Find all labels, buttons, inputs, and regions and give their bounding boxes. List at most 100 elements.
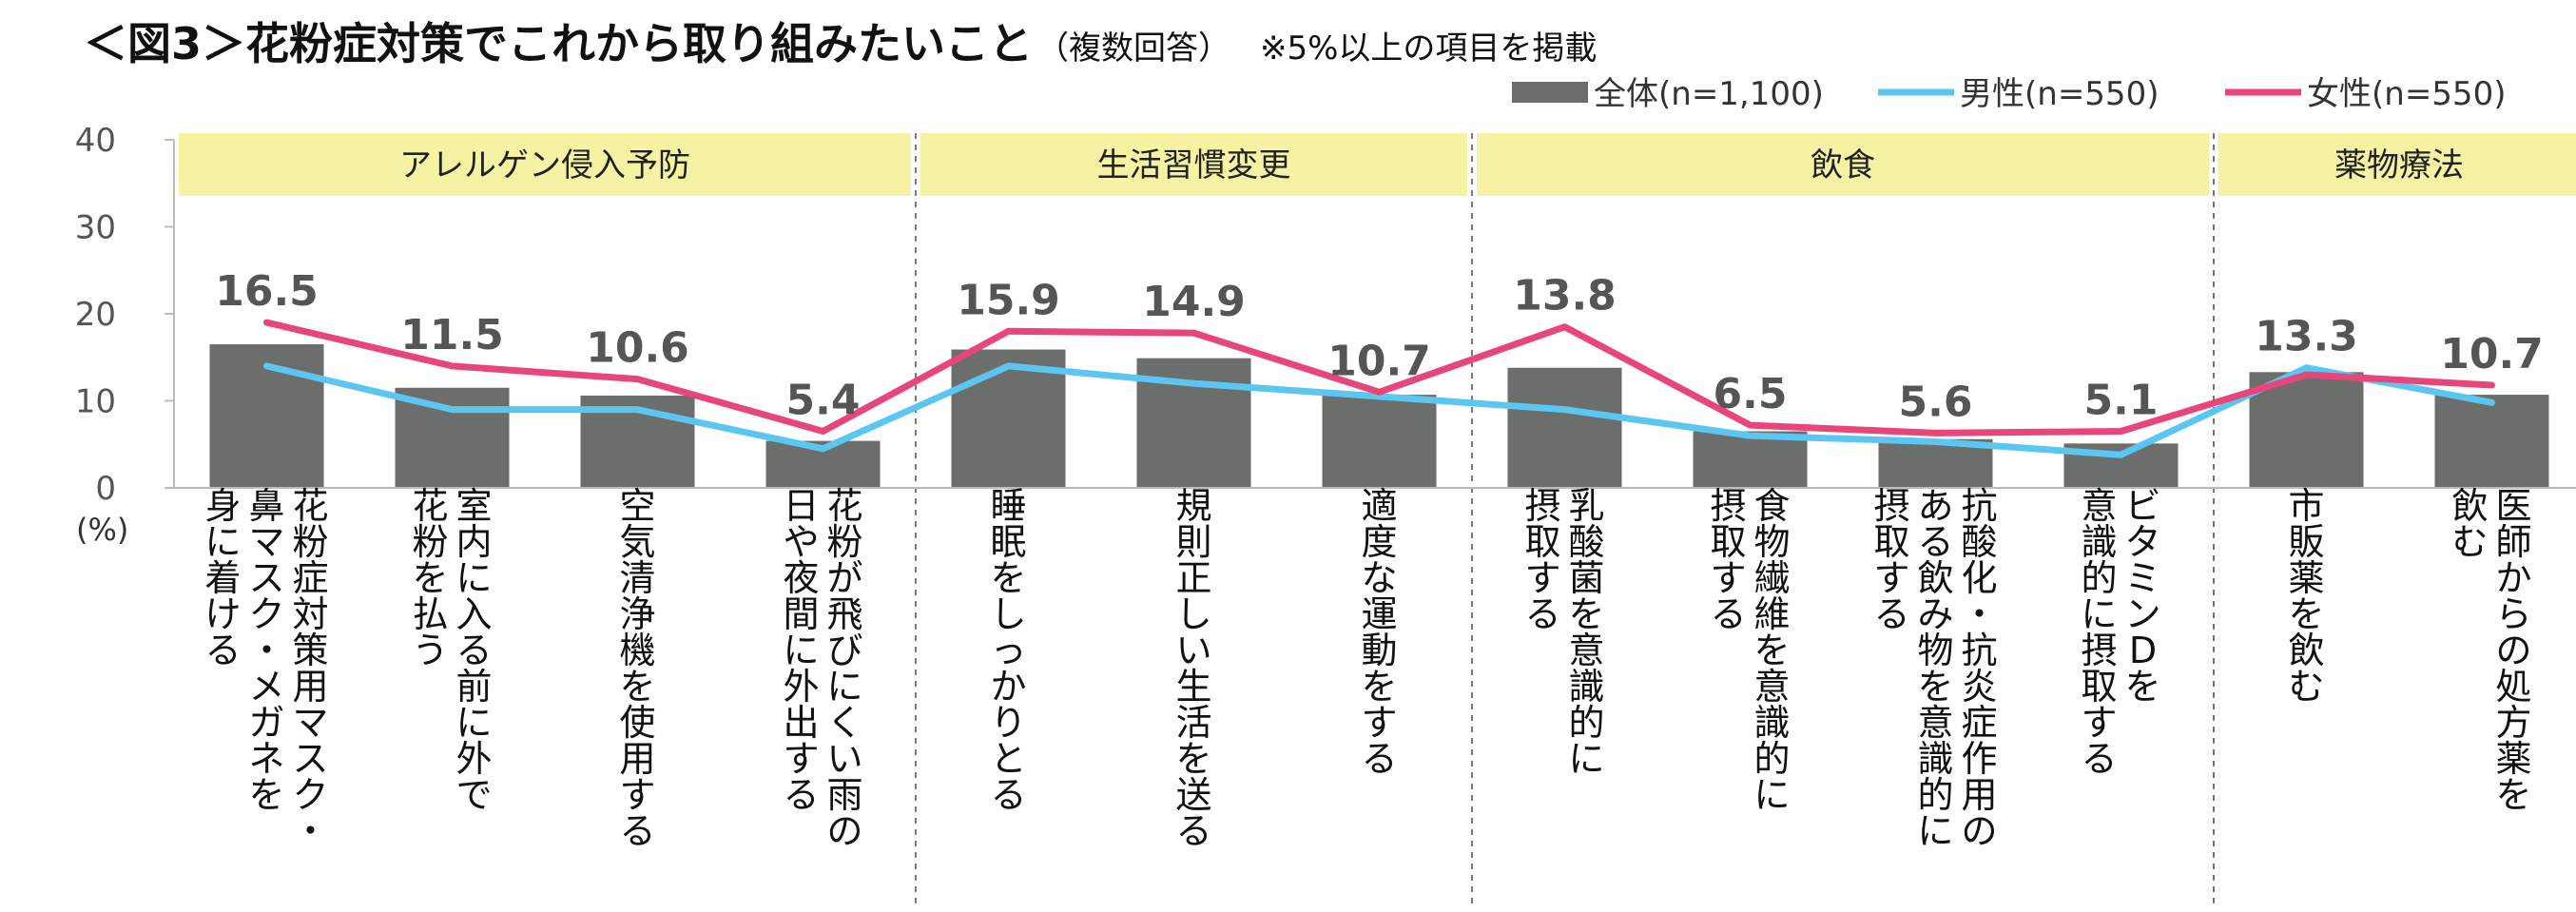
category-char: 適 xyxy=(1361,485,1397,527)
category-char: 則 xyxy=(1175,521,1211,563)
category-char: く xyxy=(826,702,862,744)
category-char: ガ xyxy=(248,702,284,744)
category-char: 維 xyxy=(1753,593,1790,635)
category-char: を xyxy=(1753,630,1790,671)
series-point xyxy=(2489,399,2495,406)
category-char: を xyxy=(1361,666,1397,708)
series-point xyxy=(1561,406,1568,413)
series-point xyxy=(1561,323,1568,330)
category-char: や xyxy=(783,521,819,563)
category-char: 身 xyxy=(204,485,241,527)
category-char: 市 xyxy=(2288,485,2324,527)
category-char: 抗 xyxy=(1961,485,1997,527)
category-char: 夜 xyxy=(783,557,819,599)
category-char: る xyxy=(204,630,241,671)
category-char: ス xyxy=(292,738,328,780)
category-char: 度 xyxy=(1361,521,1397,563)
category-label: 花粉を払う xyxy=(412,485,448,671)
category-char: 粉 xyxy=(292,521,328,563)
unit-label: (%) xyxy=(76,512,128,548)
category-char: あ xyxy=(1917,485,1953,527)
category-char: す xyxy=(1873,557,1909,599)
category-char: 意 xyxy=(1753,666,1790,708)
category-label: 身に着ける xyxy=(204,485,241,671)
category-char: 症 xyxy=(1961,702,1997,744)
category-char: 取 xyxy=(1710,521,1746,563)
category-char: い xyxy=(1175,630,1211,671)
category-char: 師 xyxy=(2495,521,2531,563)
category-char: メ xyxy=(248,666,284,708)
category-char: ミ xyxy=(2124,557,2160,599)
bar xyxy=(2434,395,2549,488)
bar xyxy=(1693,431,1808,488)
category-char: 抗 xyxy=(1961,630,1997,671)
category-char: 浄 xyxy=(619,593,655,635)
group-header-label: 生活習慣変更 xyxy=(1097,146,1291,184)
category-char: う xyxy=(412,630,448,671)
category-char: ク xyxy=(248,593,284,635)
category-char: を xyxy=(619,666,655,708)
category-char: 識 xyxy=(1568,666,1604,708)
category-char: 使 xyxy=(619,702,655,744)
category-char: を xyxy=(1175,738,1211,780)
category-char: 意 xyxy=(2081,485,2117,527)
category-char: 払 xyxy=(412,593,448,635)
category-label: 摂取する xyxy=(1873,485,1909,635)
category-char: 粉 xyxy=(412,521,448,563)
category-char: に xyxy=(783,630,819,671)
category-char: 炎 xyxy=(1961,666,1997,708)
category-char: 機 xyxy=(619,630,655,671)
category-char: を xyxy=(1568,593,1604,635)
category-char: 的 xyxy=(1568,702,1604,744)
category-char: 意 xyxy=(1568,630,1604,671)
category-char: に xyxy=(826,666,862,708)
category-char: か xyxy=(990,666,1026,708)
chart-title-paren: （複数回答） xyxy=(1036,29,1230,68)
category-char: 雨 xyxy=(826,774,862,816)
bar xyxy=(395,387,510,488)
category-char: 日 xyxy=(783,485,819,527)
category-char: を xyxy=(2288,593,2324,635)
category-char: 正 xyxy=(1175,557,1211,599)
category-char: 運 xyxy=(1361,593,1397,635)
category-char: 取 xyxy=(1873,521,1909,563)
category-char: す xyxy=(619,774,655,816)
category-label: 鼻マスク・メガネを xyxy=(248,485,284,816)
category-char: 外 xyxy=(783,666,819,708)
category-char: 薬 xyxy=(2495,738,2531,780)
category-char: 気 xyxy=(619,521,655,563)
series-point xyxy=(634,406,641,413)
category-char: 物 xyxy=(1917,630,1953,671)
category-label: ある飲み物を意識的に xyxy=(1917,485,1953,852)
category-char: り xyxy=(990,702,1026,744)
category-char: 清 xyxy=(619,557,655,599)
value-label: 5.6 xyxy=(1899,378,1973,426)
category-char: る xyxy=(1175,810,1211,852)
category-char: 着 xyxy=(204,557,241,599)
value-label: 14.9 xyxy=(1142,278,1246,326)
series-point xyxy=(1747,433,1753,439)
category-char: 識 xyxy=(2081,521,2117,563)
value-label: 11.5 xyxy=(400,311,504,359)
category-char: 内 xyxy=(455,521,492,563)
category-char: し xyxy=(990,593,1026,635)
category-char: ・ xyxy=(248,630,284,671)
category-char: 花 xyxy=(292,485,328,527)
series-point xyxy=(1376,389,1383,396)
series-point xyxy=(449,406,455,413)
category-char: ・ xyxy=(1961,593,1997,635)
category-char: 眠 xyxy=(990,521,1026,563)
category-char: 取 xyxy=(2081,666,2117,708)
series-point xyxy=(634,376,641,382)
category-char: 繊 xyxy=(1753,557,1790,599)
category-char: 用 xyxy=(619,738,655,780)
category-char: 活 xyxy=(1175,702,1211,744)
category-char: 方 xyxy=(2495,702,2531,744)
category-char: マ xyxy=(292,702,328,744)
category-char: す xyxy=(783,738,819,780)
category-char: 用 xyxy=(1961,774,1997,816)
category-char: 識 xyxy=(1917,738,1953,780)
category-label: 摂取する xyxy=(1524,485,1560,635)
category-char: る xyxy=(990,774,1026,816)
